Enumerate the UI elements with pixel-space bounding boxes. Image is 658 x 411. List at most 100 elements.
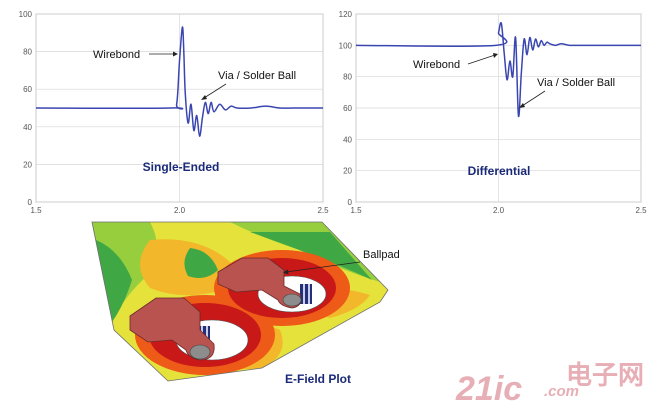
data-point	[193, 130, 194, 131]
data-point	[179, 60, 180, 61]
data-point	[236, 107, 237, 108]
data-point	[225, 109, 226, 110]
ballpad-label: Ballpad	[363, 249, 400, 261]
data-point	[612, 45, 613, 46]
x-tick-label: 2.0	[493, 206, 505, 215]
data-point	[176, 104, 177, 105]
y-tick-label: 40	[23, 123, 32, 132]
differential-chart: 0 20 40 60 80 100 120 1.5 2.0 2.5 Differential Wi…	[339, 10, 647, 215]
data-point	[546, 42, 547, 43]
data-point	[183, 51, 184, 52]
data-point	[504, 53, 505, 54]
data-point	[498, 32, 499, 33]
data-point	[495, 45, 496, 46]
data-point	[170, 107, 171, 108]
via-annotation: Via / Solder Ball	[537, 77, 615, 89]
y-tick-label: 100	[339, 41, 353, 50]
data-point	[506, 79, 507, 80]
y-tick-label: 0	[28, 198, 33, 207]
arrowhead-icon	[201, 95, 207, 100]
arrowhead-icon	[493, 53, 498, 58]
data-point	[210, 102, 211, 103]
arrowhead-icon	[519, 103, 525, 108]
chart-title: Single-Ended	[143, 160, 220, 174]
data-point	[219, 104, 220, 105]
field-map	[92, 222, 388, 381]
data-point	[532, 49, 533, 50]
data-point	[549, 43, 550, 44]
data-point	[182, 27, 183, 28]
data-point	[205, 102, 206, 103]
e-field-plot: Ballpad E-Field Plot	[91, 221, 400, 386]
data-point	[561, 43, 562, 44]
ball-contact	[282, 293, 302, 307]
via-annotation: Via / Solder Ball	[218, 70, 296, 82]
impedance-line	[36, 26, 323, 137]
annotation-arrow	[521, 90, 546, 107]
data-point	[555, 45, 556, 46]
data-point	[196, 115, 197, 116]
chart-title: Differential	[468, 164, 531, 178]
data-point	[521, 73, 522, 74]
data-point	[509, 60, 510, 61]
via-barrel	[300, 284, 312, 304]
data-point	[213, 111, 214, 112]
data-point	[231, 106, 232, 107]
field-region	[250, 232, 372, 280]
y-tick-label: 80	[343, 73, 352, 82]
y-tick-label: 40	[343, 135, 352, 144]
data-point	[512, 76, 513, 77]
pad-top	[129, 297, 215, 361]
data-point	[251, 107, 252, 108]
data-point	[535, 38, 536, 39]
data-point	[202, 117, 203, 118]
impedance-line	[356, 21, 641, 118]
wirebond-annotation: Wirebond	[93, 49, 140, 61]
data-point	[294, 107, 295, 108]
data-point	[188, 122, 189, 123]
series-layer	[356, 21, 641, 118]
gridlines	[355, 13, 642, 203]
data-point	[544, 45, 545, 46]
tick-labels: 0 20 40 60 80 100 1.5 2.0 2.5	[19, 10, 329, 215]
via-barrel-stripe	[303, 284, 305, 304]
efield-title: E-Field Plot	[285, 372, 351, 386]
ballpad-right	[217, 257, 302, 309]
data-point	[199, 136, 200, 137]
data-point	[529, 37, 530, 38]
data-point	[190, 104, 191, 105]
watermark-cn: 电子网	[566, 360, 644, 390]
annotation-arrow	[285, 261, 361, 273]
series-layer	[36, 26, 323, 137]
single-ended-chart: 0 20 40 60 80 100 1.5 2.0 2.5 Single-Ended Wireb…	[19, 10, 329, 215]
via-barrel-stripe	[308, 284, 310, 304]
data-point	[515, 37, 516, 38]
data-point	[583, 45, 584, 46]
watermark-suffix: .com	[544, 383, 579, 400]
data-point	[526, 54, 527, 55]
y-tick-label: 60	[343, 104, 352, 113]
annotation-arrow	[467, 54, 496, 65]
pad-top	[217, 257, 302, 309]
x-tick-label: 2.5	[635, 206, 647, 215]
y-tick-label: 20	[343, 167, 352, 176]
watermark: 21ic .com 电子网	[455, 360, 644, 408]
data-point	[541, 40, 542, 41]
watermark-brand: 21ic	[455, 370, 522, 408]
annotation-arrow	[203, 83, 227, 99]
data-point	[518, 115, 519, 116]
y-tick-label: 20	[23, 160, 32, 169]
data-point	[265, 106, 266, 107]
data-point	[598, 45, 599, 46]
tick-labels: 0 20 40 60 80 100 120 1.5 2.0 2.5	[339, 10, 647, 215]
data-point	[569, 45, 570, 46]
data-point	[524, 38, 525, 39]
x-tick-label: 2.0	[174, 206, 186, 215]
ball-contact	[189, 344, 211, 360]
y-tick-label: 0	[348, 198, 353, 207]
x-tick-label: 1.5	[350, 206, 362, 215]
y-tick-label: 120	[339, 10, 353, 19]
data-point	[208, 113, 209, 114]
data-point	[501, 23, 502, 24]
field-region	[184, 248, 218, 278]
